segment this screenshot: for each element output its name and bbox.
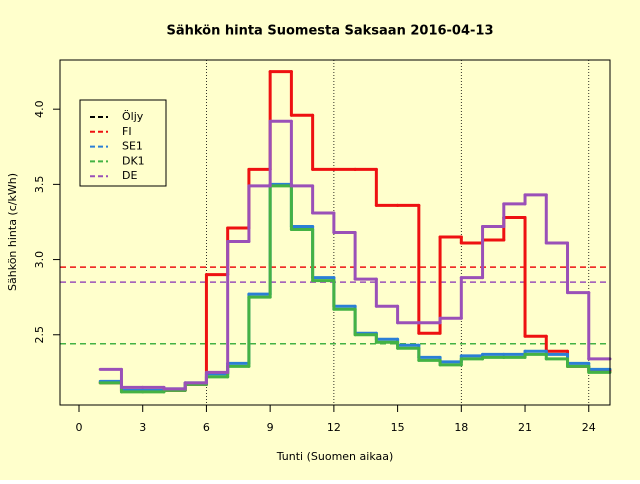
x-tick-label: 9 — [267, 421, 274, 434]
series-line — [98, 119, 612, 391]
legend-label: FI — [122, 125, 132, 138]
x-tick-label: 15 — [391, 421, 405, 434]
legend-label: Öljy — [122, 110, 144, 123]
x-tick-label: 0 — [75, 421, 82, 434]
y-tick-label: 2.5 — [33, 326, 46, 344]
x-tick-label: 21 — [518, 421, 532, 434]
x-tick-label: 3 — [139, 421, 146, 434]
plot-frame — [59, 59, 611, 406]
x-tick-label: 24 — [582, 421, 596, 434]
chart-title: Sähkön hinta Suomesta Saksaan 2016-04-13 — [166, 24, 493, 39]
legend-label: SE1 — [122, 140, 143, 153]
series-line — [98, 184, 612, 394]
x-tick-label: 12 — [327, 421, 341, 434]
x-tick-label: 18 — [454, 421, 468, 434]
legend-label: DK1 — [122, 154, 145, 167]
y-tick-label: 4.0 — [33, 100, 46, 118]
y-tick-label: 3.5 — [33, 176, 46, 194]
legend-box — [79, 99, 167, 187]
legend-label: DE — [122, 169, 137, 182]
x-axis-title: Tunti (Suomen aikaa) — [276, 450, 394, 463]
y-tick-label: 3.0 — [33, 251, 46, 269]
y-axis-title: Sähkön hinta (c/kWh) — [6, 173, 19, 291]
x-tick-label: 6 — [203, 421, 210, 434]
